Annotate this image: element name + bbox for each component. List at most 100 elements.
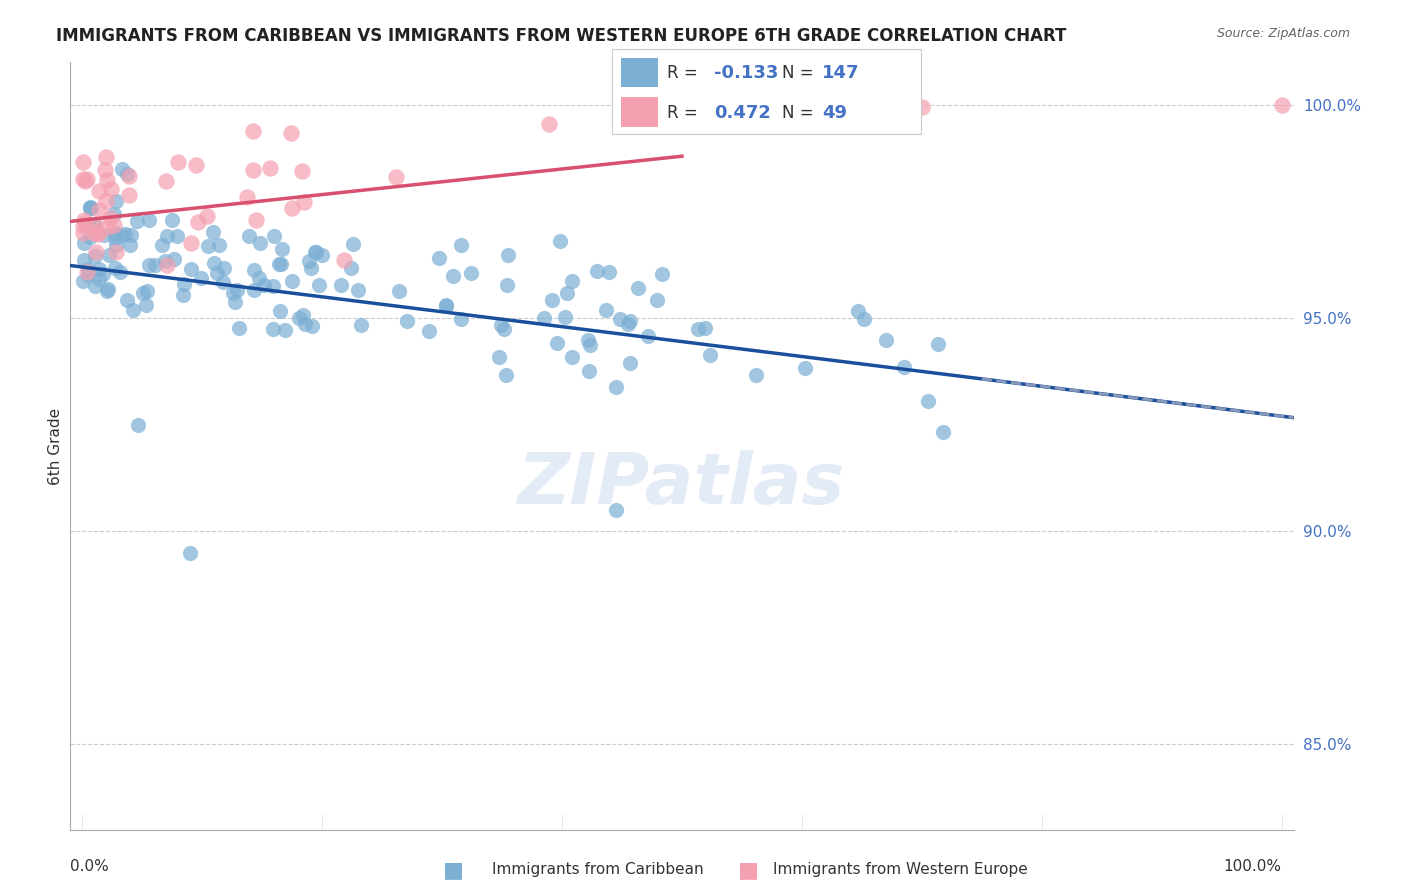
Immigrants from Caribbean	[79, 201, 101, 215]
Immigrants from Caribbean	[104, 226, 127, 240]
Immigrants from Western Europe	[84, 245, 107, 260]
Text: -0.133: -0.133	[714, 64, 778, 82]
Immigrants from Western Europe	[180, 235, 202, 250]
Immigrants from Caribbean	[135, 284, 157, 298]
Immigrants from Caribbean	[418, 324, 440, 338]
Immigrants from Caribbean	[243, 263, 266, 277]
Immigrants from Caribbean	[619, 314, 641, 328]
Immigrants from Caribbean	[138, 258, 160, 272]
Immigrants from Caribbean	[132, 286, 155, 301]
Immigrants from Caribbean	[228, 320, 250, 334]
Text: R =: R =	[668, 103, 703, 121]
Immigrants from Caribbean	[173, 277, 195, 291]
Immigrants from Caribbean	[212, 276, 235, 290]
Immigrants from Western Europe	[86, 225, 108, 239]
Immigrants from Western Europe	[156, 258, 179, 272]
Immigrants from Western Europe	[537, 117, 560, 131]
Immigrants from Western Europe	[184, 158, 207, 172]
Immigrants from Caribbean	[699, 348, 721, 362]
Immigrants from Western Europe	[118, 188, 141, 202]
Immigrants from Caribbean	[291, 308, 314, 322]
Immigrants from Western Europe	[166, 155, 188, 169]
Immigrants from Western Europe	[1270, 98, 1292, 112]
Immigrants from Caribbean	[105, 194, 128, 208]
Immigrants from Caribbean	[253, 277, 276, 292]
Immigrants from Caribbean	[848, 304, 870, 318]
Immigrants from Western Europe	[281, 201, 304, 215]
Immigrants from Western Europe	[75, 217, 97, 231]
Immigrants from Caribbean	[98, 248, 121, 262]
Immigrants from Western Europe	[100, 182, 122, 196]
Immigrants from Caribbean	[294, 318, 316, 332]
Immigrants from Caribbean	[793, 360, 815, 375]
Immigrants from Caribbean	[347, 283, 370, 297]
Immigrants from Caribbean	[745, 368, 768, 382]
Immigrants from Western Europe	[87, 185, 110, 199]
Immigrants from Caribbean	[103, 207, 125, 221]
Immigrants from Caribbean	[576, 333, 599, 347]
Immigrants from Caribbean	[651, 267, 673, 281]
Immigrants from Western Europe	[96, 149, 118, 163]
Immigrants from Western Europe	[242, 124, 264, 138]
Immigrants from Caribbean	[87, 262, 110, 277]
Text: 49: 49	[823, 103, 846, 121]
Immigrants from Caribbean	[202, 225, 225, 239]
Immigrants from Western Europe	[83, 218, 105, 232]
Text: ZIPatlas: ZIPatlas	[519, 450, 845, 519]
Text: 0.472: 0.472	[714, 103, 770, 121]
Immigrants from Caribbean	[224, 294, 246, 309]
Immigrants from Caribbean	[548, 234, 571, 248]
Text: N =: N =	[782, 103, 818, 121]
Immigrants from Caribbean	[72, 274, 94, 288]
Immigrants from Caribbean	[138, 213, 160, 227]
Immigrants from Caribbean	[280, 274, 302, 288]
Immigrants from Caribbean	[117, 167, 139, 181]
Immigrants from Caribbean	[496, 277, 519, 292]
Immigrants from Western Europe	[291, 164, 314, 178]
Immigrants from Western Europe	[87, 202, 110, 217]
Immigrants from Western Europe	[195, 209, 218, 223]
Immigrants from Caribbean	[79, 200, 101, 214]
Y-axis label: 6th Grade: 6th Grade	[48, 408, 63, 484]
Text: ■: ■	[443, 860, 464, 880]
Immigrants from Caribbean	[586, 264, 609, 278]
Immigrants from Caribbean	[492, 322, 515, 336]
Immigrants from Caribbean	[495, 368, 517, 383]
Immigrants from Western Europe	[72, 219, 94, 234]
Immigrants from Caribbean	[263, 229, 285, 244]
Immigrants from Western Europe	[72, 172, 94, 186]
Immigrants from Caribbean	[153, 254, 176, 268]
Immigrants from Western Europe	[236, 190, 259, 204]
Immigrants from Caribbean	[77, 262, 100, 277]
Immigrants from Western Europe	[83, 227, 105, 241]
Immigrants from Caribbean	[143, 258, 166, 272]
Immigrants from Caribbean	[489, 318, 512, 333]
Text: Immigrants from Caribbean: Immigrants from Caribbean	[492, 863, 704, 877]
Immigrants from Caribbean	[73, 235, 96, 250]
Immigrants from Caribbean	[243, 283, 266, 297]
Immigrants from Caribbean	[135, 298, 157, 312]
Immigrants from Caribbean	[350, 318, 373, 333]
Immigrants from Caribbean	[238, 229, 260, 244]
Immigrants from Caribbean	[172, 288, 194, 302]
Immigrants from Caribbean	[441, 268, 464, 283]
Immigrants from Caribbean	[190, 271, 212, 285]
Immigrants from Western Europe	[187, 215, 209, 229]
Immigrants from Caribbean	[207, 266, 229, 280]
Immigrants from Caribbean	[330, 278, 353, 293]
Immigrants from Caribbean	[105, 237, 128, 252]
Immigrants from Caribbean	[274, 323, 297, 337]
FancyBboxPatch shape	[621, 97, 658, 127]
Immigrants from Caribbean	[932, 425, 955, 439]
Text: N =: N =	[782, 64, 818, 82]
Text: 0.0%: 0.0%	[70, 859, 110, 874]
Immigrants from Caribbean	[269, 304, 291, 318]
Immigrants from Caribbean	[488, 350, 510, 364]
Immigrants from Caribbean	[546, 336, 568, 351]
Immigrants from Western Europe	[385, 169, 408, 184]
Immigrants from Caribbean	[927, 336, 949, 351]
Immigrants from Caribbean	[84, 279, 107, 293]
Immigrants from Caribbean	[340, 261, 363, 276]
Immigrants from Caribbean	[127, 417, 149, 432]
Immigrants from Western Europe	[96, 173, 118, 187]
